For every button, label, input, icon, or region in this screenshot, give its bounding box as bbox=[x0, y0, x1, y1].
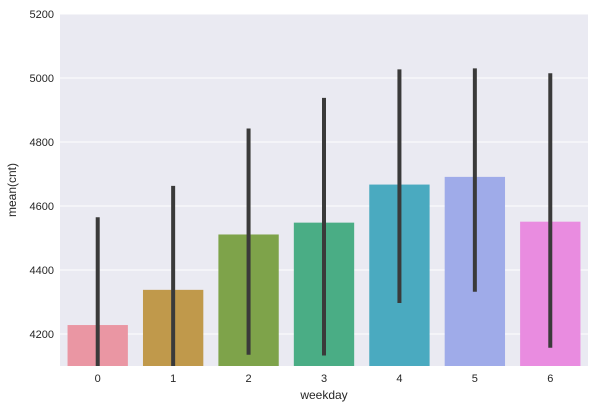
y-tick-label: 4600 bbox=[30, 201, 54, 213]
x-axis-label: weekday bbox=[299, 388, 347, 402]
y-tick-labels: 4200 4400 4600 4800 5000 5200 bbox=[30, 9, 54, 341]
y-tick-label: 4400 bbox=[30, 265, 54, 277]
y-axis-label: mean(cnt) bbox=[5, 163, 19, 217]
y-tick-label: 5200 bbox=[30, 9, 54, 21]
x-tick-labels: 0 1 2 3 4 5 6 bbox=[95, 373, 554, 385]
x-tick-label: 0 bbox=[95, 373, 101, 385]
x-tick-label: 1 bbox=[170, 373, 176, 385]
x-tick-label: 2 bbox=[246, 373, 252, 385]
y-tick-label: 5000 bbox=[30, 73, 54, 85]
error-bars bbox=[95, 68, 553, 366]
x-tick-label: 4 bbox=[396, 373, 402, 385]
x-tick-label: 5 bbox=[472, 373, 478, 385]
y-tick-label: 4800 bbox=[30, 137, 54, 149]
y-tick-label: 4200 bbox=[30, 329, 54, 341]
x-tick-label: 6 bbox=[547, 373, 553, 385]
x-tick-label: 3 bbox=[321, 373, 327, 385]
